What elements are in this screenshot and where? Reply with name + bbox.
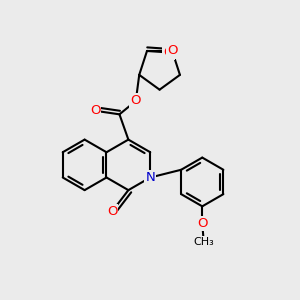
Text: N: N [146,171,155,184]
Text: O: O [163,46,174,59]
Text: O: O [90,104,100,117]
Text: O: O [107,205,117,218]
Text: O: O [130,94,141,107]
Text: O: O [167,44,177,58]
Text: O: O [197,217,208,230]
Text: CH₃: CH₃ [194,237,214,247]
